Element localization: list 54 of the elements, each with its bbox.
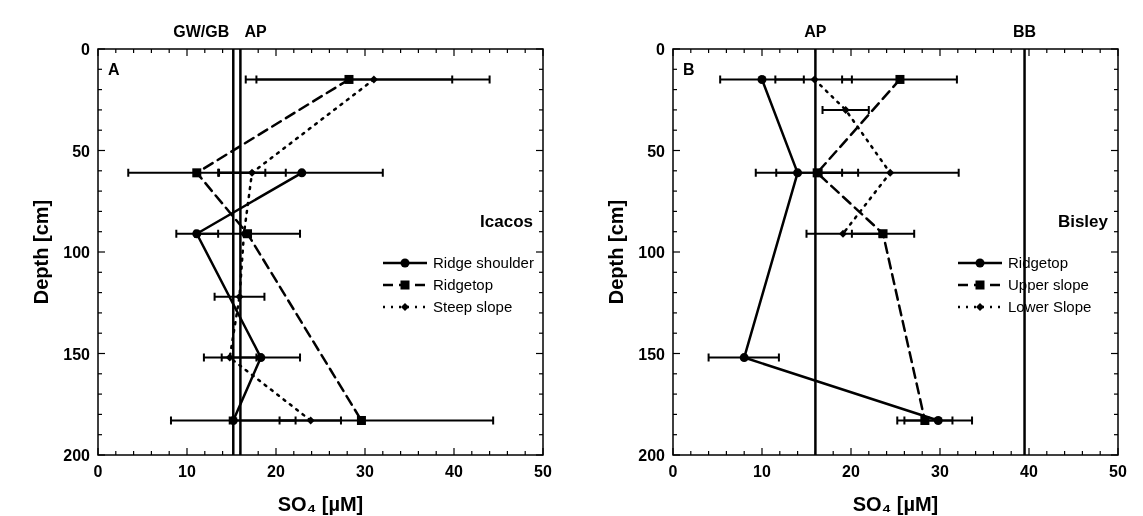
point: [810, 75, 819, 84]
point: [297, 168, 307, 178]
y-tick-label: 0: [656, 41, 666, 58]
y-tick-label: 0: [81, 41, 91, 58]
point: [256, 353, 266, 363]
point: [841, 105, 850, 114]
point: [192, 168, 202, 178]
x-tick-label: 50: [534, 463, 552, 480]
y-tick-label: 100: [63, 244, 91, 261]
x-axis-title: SO₄ [µM]: [277, 493, 364, 515]
y-axis-title: Depth [cm]: [30, 199, 52, 305]
legend-label: Steep slope: [433, 298, 513, 315]
x-tick-label: 20: [267, 463, 285, 480]
point: [739, 353, 749, 363]
x-tick-label: 0: [93, 463, 103, 480]
ref-line-label: AP: [804, 23, 827, 40]
x-tick-label: 30: [356, 463, 374, 480]
y-axis-title: Depth [cm]: [605, 199, 627, 305]
point: [235, 292, 244, 301]
y-tick-label: 100: [638, 244, 666, 261]
point: [920, 415, 930, 425]
x-tick-label: 40: [1020, 463, 1038, 480]
point: [812, 168, 822, 178]
annotation: A: [108, 61, 120, 78]
y-tick-label: 50: [647, 142, 666, 160]
x-tick-label: 0: [668, 463, 678, 480]
y-tick-label: 200: [638, 447, 666, 464]
legend-label: Ridgetop: [433, 276, 494, 293]
x-tick-label: 10: [178, 463, 196, 480]
point: [757, 74, 767, 84]
point: [838, 229, 847, 238]
y-tick-label: 150: [63, 345, 91, 363]
point: [369, 75, 378, 84]
point: [886, 168, 895, 177]
y-tick-label: 150: [638, 345, 666, 363]
point: [356, 415, 366, 425]
x-axis-title: SO₄ [µM]: [852, 493, 939, 515]
x-tick-label: 30: [931, 463, 949, 480]
annotation: B: [683, 61, 695, 78]
x-tick-label: 20: [842, 463, 860, 480]
ref-line-label: AP: [244, 23, 267, 40]
legend-title: Icacos: [480, 212, 533, 231]
point: [306, 416, 315, 425]
ref-line-label: BB: [1013, 23, 1037, 40]
x-tick-label: 10: [753, 463, 771, 480]
point: [878, 229, 888, 239]
legend-label: Ridge shoulder: [433, 254, 534, 271]
legend-title: Bisley: [1057, 212, 1109, 231]
point: [895, 74, 905, 84]
y-tick-label: 200: [63, 447, 91, 464]
x-tick-label: 50: [1109, 463, 1127, 480]
x-tick-label: 40: [445, 463, 463, 480]
y-tick-label: 50: [72, 142, 91, 160]
ref-line-label: GW/GB: [173, 23, 230, 40]
